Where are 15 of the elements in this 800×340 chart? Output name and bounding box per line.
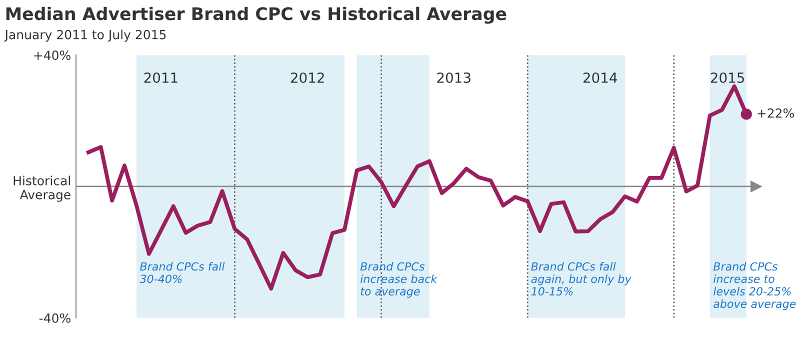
x-tick-label: 2015	[710, 72, 744, 83]
data-label: +22%	[758, 108, 794, 118]
y-tick-label: -40%	[39, 313, 70, 323]
band-label: Brand CPCs increase back to average	[360, 262, 438, 298]
x-tick-label: 2014	[583, 72, 618, 83]
y-tick-label: +40%	[34, 50, 70, 60]
y-tick-label: Historical Average	[14, 176, 70, 202]
chart-subtitle: January 2011 to July 2015	[4, 30, 166, 42]
band-label: Brand CPCs fall again, but only by 10-15%	[531, 262, 632, 296]
band-label: Brand CPCs increase to levels 20-25% above average	[713, 262, 796, 310]
x-tick-label: 2013	[437, 72, 470, 83]
chart-title: Median Advertiser Brand CPC vs Historical Average	[6, 6, 506, 24]
x-tick-label: 2011	[144, 72, 178, 83]
x-tick-label: 2012	[290, 72, 324, 83]
band-label: Brand CPCs fall 30-40%	[140, 262, 225, 284]
